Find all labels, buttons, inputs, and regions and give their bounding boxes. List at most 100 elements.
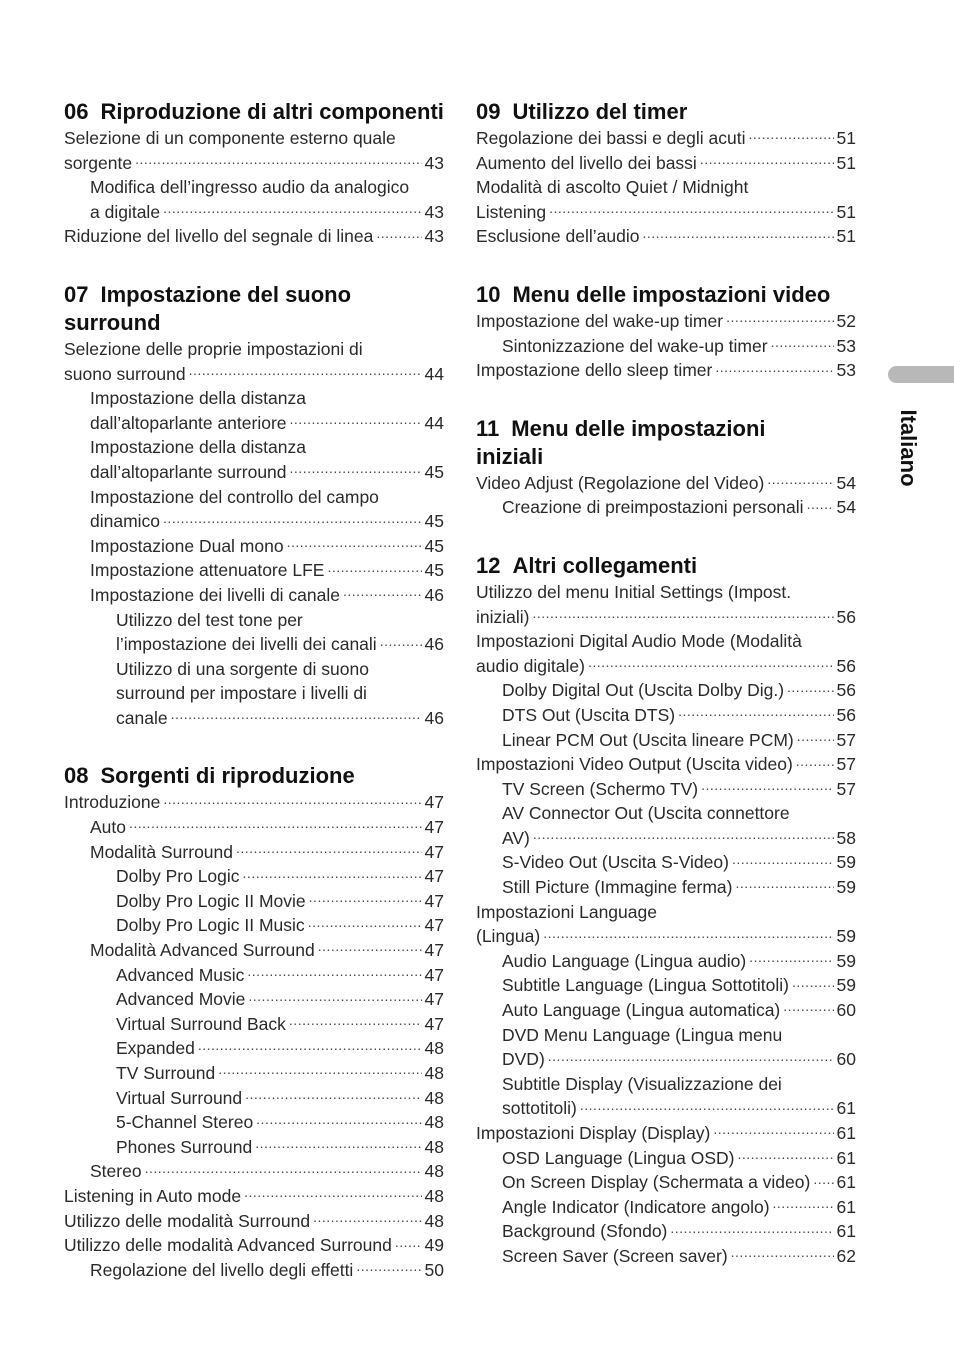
entry-line: Virtual Surround Back 47 <box>116 1012 444 1037</box>
toc-entry[interactable]: Dolby Digital Out (Uscita Dolby Dig.) 56 <box>476 678 856 703</box>
toc-entry[interactable]: Auto 47 <box>64 815 444 840</box>
entry-line: dinamico 45 <box>90 509 444 534</box>
toc-entry[interactable]: Dolby Pro Logic 47 <box>64 864 444 889</box>
toc-entry[interactable]: S-Video Out (Uscita S-Video) 59 <box>476 850 856 875</box>
toc-entry[interactable]: 5-Channel Stereo 48 <box>64 1110 444 1135</box>
toc-entry[interactable]: Expanded 48 <box>64 1036 444 1061</box>
toc-entry[interactable]: Impostazione Dual mono 45 <box>64 534 444 559</box>
toc-entry[interactable]: Impostazioni Language (Lingua) 59 <box>476 900 856 949</box>
toc-entry[interactable]: Subtitle Display (Visualizzazione dei sot… <box>476 1072 856 1121</box>
toc-entry[interactable]: Aumento del livello dei bassi 51 <box>476 151 856 176</box>
entry-text: iniziali) <box>476 606 530 627</box>
dot-leader <box>243 865 422 883</box>
dot-leader <box>380 633 422 651</box>
toc-entry[interactable]: Regolazione del livello degli effetti 50 <box>64 1258 444 1283</box>
toc-entry[interactable]: Angle Indicator (Indicatore angolo) 61 <box>476 1195 856 1220</box>
entry-line: sottotitoli) 61 <box>502 1096 856 1121</box>
dot-leader <box>771 334 834 352</box>
page-number: 51 <box>836 201 856 222</box>
dot-leader <box>792 974 834 992</box>
dot-leader <box>701 777 833 795</box>
toc-entry[interactable]: Impostazione del controllo del campo dina… <box>64 485 444 534</box>
toc-entry[interactable]: Modalità Advanced Surround 47 <box>64 938 444 963</box>
entry-line: surround per impostare i livelli di <box>116 681 444 706</box>
dot-leader <box>797 728 834 746</box>
toc-entry[interactable]: Advanced Music 47 <box>64 963 444 988</box>
entry-line: Introduzione 47 <box>64 790 444 815</box>
toc-entry[interactable]: On Screen Display (Schermata a video) 61 <box>476 1170 856 1195</box>
toc-entry[interactable]: Virtual Surround 48 <box>64 1086 444 1111</box>
toc-entry[interactable]: Background (Sfondo) 61 <box>476 1219 856 1244</box>
toc-entry[interactable]: Impostazioni Video Output (Uscita video)… <box>476 752 856 777</box>
page-number: 61 <box>836 1221 856 1242</box>
toc-entry[interactable]: DVD Menu Language (Lingua menu DVD) 60 <box>476 1023 856 1072</box>
entry-line: Dolby Pro Logic II Movie 47 <box>116 889 444 914</box>
toc-entry[interactable]: OSD Language (Lingua OSD) 61 <box>476 1146 856 1171</box>
toc-entry[interactable]: Esclusione dell’audio 51 <box>476 224 856 249</box>
toc-entry[interactable]: Introduzione 47 <box>64 790 444 815</box>
toc-entry[interactable]: Dolby Pro Logic II Music 47 <box>64 913 444 938</box>
toc-entry[interactable]: Impostazione dei livelli di canale 46 <box>64 583 444 608</box>
toc-entry[interactable]: Linear PCM Out (Uscita lineare PCM) 57 <box>476 728 856 753</box>
toc-entry[interactable]: Utilizzo delle modalità Surround 48 <box>64 1209 444 1234</box>
toc-entry[interactable]: Sintonizzazione del wake-up timer 53 <box>476 334 856 359</box>
entry-line: Advanced Music 47 <box>116 963 444 988</box>
toc-entry[interactable]: Impostazioni Digital Audio Mode (Modalit… <box>476 629 856 678</box>
page-number: 53 <box>836 335 856 356</box>
toc-entry[interactable]: Listening in Auto mode 48 <box>64 1184 444 1209</box>
page-number: 54 <box>836 497 856 518</box>
toc-entry[interactable]: AV Connector Out (Uscita connettore AV) 58 <box>476 801 856 850</box>
toc-entry[interactable]: Utilizzo del menu Initial Settings (Impo… <box>476 580 856 629</box>
entry-line: Impostazioni Digital Audio Mode (Modalit… <box>476 629 856 654</box>
toc-entry[interactable]: Riduzione del livello del segnale di lin… <box>64 224 444 249</box>
toc-entry[interactable]: Impostazioni Display (Display) 61 <box>476 1121 856 1146</box>
entry-text: Impostazioni Video Output (Uscita video) <box>476 754 793 775</box>
toc-entry[interactable]: Impostazione dello sleep timer 53 <box>476 358 856 383</box>
toc-entry[interactable]: Impostazione della distanza dall’altoparl… <box>64 386 444 435</box>
toc-entry[interactable]: Advanced Movie 47 <box>64 987 444 1012</box>
toc-entry[interactable]: Subtitle Language (Lingua Sottotitoli) 59 <box>476 973 856 998</box>
entry-line: Modifica dell’ingresso audio da analogic… <box>90 175 444 200</box>
toc-entry[interactable]: Modifica dell’ingresso audio da analogic… <box>64 175 444 224</box>
toc-entry[interactable]: Utilizzo di una sorgente di suono surroun… <box>64 657 444 731</box>
dot-leader <box>236 840 422 858</box>
toc-entry[interactable]: Phones Surround 48 <box>64 1135 444 1160</box>
toc-entry[interactable]: Selezione delle proprie impostazioni di s… <box>64 337 444 386</box>
toc-entry[interactable]: Utilizzo delle modalità Advanced Surroun… <box>64 1233 444 1258</box>
toc-entry[interactable]: Stereo 48 <box>64 1159 444 1184</box>
language-tab: Italiano <box>886 398 930 498</box>
toc-entry[interactable]: Regolazione dei bassi e degli acuti 51 <box>476 126 856 151</box>
toc-entry[interactable]: Impostazione del wake-up timer 52 <box>476 309 856 334</box>
entry-line: suono surround 44 <box>64 362 444 387</box>
toc-entry[interactable]: Virtual Surround Back 47 <box>64 1012 444 1037</box>
toc-entry[interactable]: Utilizzo del test tone per l’impostazione… <box>64 608 444 657</box>
toc-entry[interactable]: Modalità di ascolto Quiet / Midnight List… <box>476 175 856 224</box>
toc-entry[interactable]: Dolby Pro Logic II Movie 47 <box>64 889 444 914</box>
entry-text: Impostazioni Display (Display) <box>476 1123 711 1143</box>
page-number: 48 <box>424 1136 444 1157</box>
entry-line: Dolby Pro Logic II Music 47 <box>116 913 444 938</box>
toc-entry[interactable]: Video Adjust (Regolazione del Video) 54 <box>476 471 856 496</box>
page-number: 61 <box>836 1147 856 1168</box>
toc-entry[interactable]: Screen Saver (Screen saver) 62 <box>476 1244 856 1269</box>
toc-entry[interactable]: Selezione di un componente esterno quale… <box>64 126 444 175</box>
entry-text: Modalità Surround <box>90 841 233 862</box>
entry-text: Listening <box>476 201 547 222</box>
dot-leader <box>318 939 422 957</box>
entry-text: Expanded <box>116 1038 195 1059</box>
entry-text: OSD Language (Lingua OSD) <box>502 1147 735 1168</box>
toc-entry[interactable]: Impostazione della distanza dall’altoparl… <box>64 435 444 484</box>
entry-text: Stereo <box>90 1161 142 1182</box>
dot-leader <box>642 225 833 243</box>
toc-entry[interactable]: TV Surround 48 <box>64 1061 444 1086</box>
toc-entry[interactable]: Modalità Surround 47 <box>64 840 444 865</box>
toc-entry[interactable]: Impostazione attenuatore LFE 45 <box>64 558 444 583</box>
toc-entry[interactable]: Auto Language (Lingua automatica) 60 <box>476 998 856 1023</box>
toc-entry[interactable]: Audio Language (Lingua audio) 59 <box>476 949 856 974</box>
toc-entry[interactable]: Creazione di preimpostazioni personali 54 <box>476 495 856 520</box>
entry-line: Utilizzo del menu Initial Settings (Impo… <box>476 580 856 605</box>
toc-entry[interactable]: TV Screen (Schermo TV) 57 <box>476 777 856 802</box>
toc-entry[interactable]: DTS Out (Uscita DTS) 56 <box>476 703 856 728</box>
entry-text: Selezione di un componente esterno quale <box>64 128 396 148</box>
toc-entry[interactable]: Still Picture (Immagine ferma) 59 <box>476 875 856 900</box>
